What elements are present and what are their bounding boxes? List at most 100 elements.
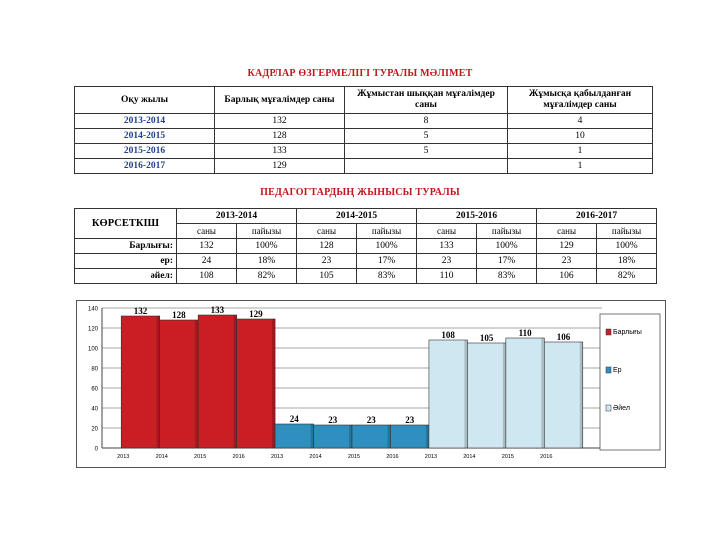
bar: [197, 314, 237, 449]
table-row: әйел: 108 82% 105 83% 110 83% 106 82%: [74, 268, 658, 284]
left-cell: [344, 158, 508, 174]
data-label: 110: [519, 328, 533, 338]
header-left-teachers: Жұмыстан шыққан мұғалімдер саны: [344, 86, 508, 114]
x-tick-label: 2015: [502, 454, 514, 460]
bar-shade: [310, 424, 314, 448]
hired-cell: 10: [507, 128, 653, 144]
data-cell: 17%: [476, 253, 538, 269]
bar-shade: [233, 315, 237, 448]
x-tick-label: 2015: [194, 454, 206, 460]
data-cell: 110: [416, 268, 478, 284]
row-label: ер:: [74, 253, 177, 269]
bar: [313, 424, 353, 449]
header-study-year: Оқу жылы: [74, 86, 215, 114]
data-cell: 23: [296, 253, 358, 269]
data-label: 105: [480, 333, 494, 343]
x-tick-label: 2016: [540, 454, 552, 460]
data-cell: 100%: [356, 238, 418, 254]
bar: [544, 341, 584, 449]
percent-subheader: пайызы: [235, 223, 298, 239]
year-cell: 2014-2015: [74, 128, 215, 144]
data-label: 133: [211, 305, 225, 315]
subheader-row: саны пайызы саны пайызы саны пайызы саны…: [75, 223, 658, 239]
data-cell: 106: [536, 268, 598, 284]
bar-shade: [387, 425, 391, 448]
data-label: 23: [405, 415, 415, 425]
data-cell: 18%: [596, 253, 658, 269]
bar-shade: [156, 316, 160, 448]
data-label: 129: [249, 309, 263, 319]
bar-shade: [349, 425, 352, 448]
y-tick-label: 60: [91, 387, 98, 393]
x-tick-label: 2014: [156, 454, 168, 460]
year-cell: 2013-2014: [74, 113, 215, 129]
table-row: 2016-2017 129 1: [74, 158, 653, 174]
staff-bar-chart: 0 20 40 60 80 100 120 140 2013 2014 2015 2016 2013 20…: [76, 300, 666, 468]
total-cell: 132: [214, 113, 345, 129]
data-cell: 23: [536, 253, 598, 269]
y-tick-label: 0: [95, 447, 99, 453]
x-tick-label: 2016: [232, 454, 244, 460]
legend-swatch: [605, 366, 612, 374]
count-subheader: саны: [176, 223, 237, 239]
bar: [467, 342, 507, 449]
percent-subheader: пайызы: [596, 223, 658, 239]
data-cell: 133: [416, 238, 478, 254]
bar: [351, 424, 391, 449]
year-cell: 2016-2017: [74, 158, 215, 174]
table-header-row: Оқу жылы Барлық мұғалімдер саны Жұмыстан…: [74, 86, 653, 114]
left-cell: 5: [344, 143, 508, 159]
year-cell: 2015-2016: [74, 143, 215, 159]
table-row: Барлығы: 132 100% 128 100% 133 100% 129 …: [74, 238, 658, 254]
data-cell: 82%: [596, 268, 658, 284]
data-cell: 82%: [235, 268, 298, 284]
y-tick-label: 40: [91, 407, 98, 413]
data-cell: 23: [416, 253, 478, 269]
header-total-teachers: Барлық мұғалімдер саны: [214, 86, 345, 114]
table1-title: КАДРЛАР ӨЗГЕРМЕЛІГІ ТУРАЛЫ МӘЛІМЕТ: [247, 68, 473, 79]
bar: [505, 337, 545, 449]
data-label: 24: [290, 414, 300, 424]
data-cell: 18%: [235, 253, 298, 269]
x-tick-label: 2013: [271, 454, 283, 460]
legend-box: [599, 313, 661, 451]
data-cell: 100%: [596, 238, 658, 254]
left-cell: 5: [344, 128, 508, 144]
data-cell: 17%: [356, 253, 418, 269]
year-header: 2016-2017: [536, 208, 658, 224]
table-row: 2013-2014 132 8 4: [74, 113, 653, 129]
y-tick-label: 20: [91, 427, 98, 433]
bar: [159, 319, 199, 449]
y-tick-label: 140: [88, 307, 99, 313]
table-row: ер: 24 18% 23 17% 23 17% 23 18%: [74, 253, 658, 269]
table2-title: ПЕДАГОГТАРДЫҢ ЖЫНЫСЫ ТУРАЛЫ: [260, 187, 460, 198]
data-cell: 108: [176, 268, 237, 284]
count-subheader: саны: [416, 223, 478, 239]
total-cell: 129: [214, 158, 345, 174]
hired-cell: 4: [507, 113, 653, 129]
x-tick-label: 2013: [117, 454, 129, 460]
data-cell: 24: [176, 253, 237, 269]
x-tick-label: 2014: [309, 454, 321, 460]
data-label: 23: [367, 415, 377, 425]
data-cell: 128: [296, 238, 358, 254]
table-row: 2015-2016 133 5 1: [74, 143, 653, 159]
hired-cell: 1: [507, 143, 653, 159]
x-tick-label: 2015: [348, 454, 360, 460]
row-label: әйел:: [74, 268, 177, 284]
year-header: 2013-2014: [175, 208, 298, 224]
x-tick-label: 2014: [463, 454, 475, 460]
row-label: Барлығы:: [74, 238, 177, 254]
x-tick-label: 2013: [425, 454, 437, 460]
bar: [428, 339, 468, 449]
bar-shade: [425, 425, 429, 448]
data-label: 23: [328, 415, 338, 425]
total-cell: 133: [214, 143, 345, 159]
legend-label: Әйел: [613, 404, 630, 412]
percent-subheader: пайызы: [476, 223, 538, 239]
bar: [120, 315, 160, 449]
data-label: 108: [441, 330, 455, 340]
bar-shade: [464, 340, 468, 448]
bar-shade: [195, 320, 199, 448]
legend-swatch: [605, 328, 612, 336]
